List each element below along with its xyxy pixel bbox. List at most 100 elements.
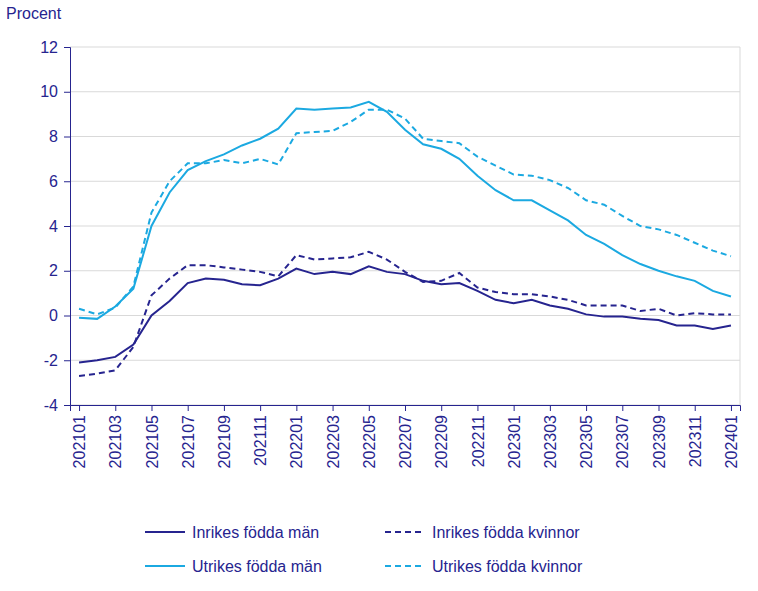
x-tick-mark: [405, 405, 406, 411]
y-tick-label: 12: [40, 39, 58, 56]
series-line: [79, 266, 731, 362]
x-tick-mark: [115, 405, 116, 411]
legend-swatch: [385, 531, 425, 533]
x-tick: 202307: [614, 405, 631, 468]
y-tick: 2: [49, 262, 70, 279]
y-tick: 8: [49, 128, 70, 145]
y-tick: -4: [44, 397, 70, 414]
x-tick: 202101: [71, 405, 88, 468]
x-tick: 202301: [506, 405, 523, 468]
x-tick-label: 202311: [687, 415, 704, 467]
x-tick-mark: [188, 405, 189, 411]
x-tick-label: 202305: [578, 415, 595, 468]
x-tick-label: 202201: [288, 415, 305, 468]
y-tick: 12: [40, 39, 70, 56]
legend-item: Utrikes födda kvinnor: [385, 558, 583, 575]
y-axis-title: Procent: [6, 5, 62, 22]
x-tick: 202105: [144, 405, 161, 468]
x-tick-label: 202101: [71, 415, 88, 468]
x-tick: 202309: [651, 405, 668, 468]
x-tick-mark: [260, 405, 261, 411]
y-tick-mark: [64, 47, 70, 48]
grid: [70, 47, 740, 405]
legend-label: Utrikes födda kvinnor: [432, 558, 583, 575]
y-tick-mark: [64, 360, 70, 361]
x-tick: 202205: [361, 405, 378, 468]
y-tick: 6: [49, 173, 70, 190]
x-tick: 202201: [288, 405, 305, 468]
x-tick-label: 202209: [433, 415, 450, 468]
y-tick-mark: [64, 271, 70, 272]
x-tick-mark: [659, 405, 660, 411]
x-tick-mark: [296, 405, 297, 411]
y-tick-label: -2: [44, 352, 58, 369]
y-axis-line: [64, 48, 71, 406]
y-tick-mark: [64, 226, 70, 227]
grid-line: [70, 91, 740, 92]
y-tick-mark: [64, 405, 70, 406]
x-tick-mark: [79, 405, 80, 411]
x-tick-label: 202105: [144, 415, 161, 468]
x-tick-label: 202207: [397, 415, 414, 468]
x-tick-mark: [586, 405, 587, 411]
grid-line: [70, 360, 740, 361]
x-tick-label: 202211: [470, 415, 487, 467]
x-tick-mark: [731, 405, 732, 411]
x-tick-label: 202107: [180, 415, 197, 468]
grid-line: [70, 136, 740, 137]
x-tick: 202211: [470, 405, 487, 467]
x-tick-mark: [441, 405, 442, 411]
legend-label: Inrikes födda män: [192, 524, 319, 541]
x-tick: 202305: [578, 405, 595, 468]
grid-line: [70, 315, 740, 316]
legend-item: Inrikes födda kvinnor: [385, 524, 580, 541]
x-tick-label: 202307: [614, 415, 631, 468]
y-tick-mark: [64, 316, 70, 317]
grid-line: [70, 47, 740, 48]
x-axis: 202101 202103 202105 202107 202109 202111 2022…: [71, 405, 741, 468]
x-tick-label: 202301: [506, 415, 523, 468]
x-tick-label: 202103: [107, 415, 124, 468]
x-tick-label: 202109: [216, 415, 233, 468]
series-line: [79, 102, 731, 319]
legend-swatch: [145, 531, 185, 533]
x-tick-label: 202205: [361, 415, 378, 468]
grid-line: [70, 181, 740, 182]
y-tick-label: -4: [44, 397, 58, 414]
lines: [79, 102, 731, 376]
y-tick-mark: [64, 181, 70, 182]
x-tick: 202303: [542, 405, 559, 468]
x-tick-mark: [514, 405, 515, 411]
y-tick: 10: [40, 83, 70, 100]
y-tick: -2: [44, 352, 70, 369]
x-tick-mark: [151, 405, 152, 411]
y-tick-mark: [64, 92, 70, 93]
x-tick: 202401: [723, 405, 740, 468]
x-tick-mark: [622, 405, 623, 411]
x-tick: 202103: [107, 405, 124, 468]
y-tick-label: 10: [40, 83, 58, 100]
y-axis: -4 -2 0 2 4 6 8 10 12: [40, 39, 70, 414]
legend-label: Utrikes födda män: [192, 558, 322, 575]
x-axis-line: [71, 406, 741, 412]
x-tick-mark: [224, 405, 225, 411]
series-line: [79, 252, 731, 376]
y-tick: 4: [49, 218, 70, 235]
y-tick: 0: [49, 307, 70, 324]
x-tick: 202203: [325, 405, 342, 468]
x-tick: 202209: [433, 405, 450, 468]
legend-swatch: [145, 565, 185, 567]
x-tick: 202111: [252, 405, 269, 466]
y-tick-label: 2: [49, 262, 58, 279]
x-tick-label: 202401: [723, 415, 740, 468]
chart: -4-2024681012202101202103202105202107202…: [0, 0, 758, 591]
legend-swatch: [385, 565, 425, 567]
x-tick: 202107: [180, 405, 197, 468]
x-tick-mark: [477, 405, 478, 411]
legend-item: Inrikes födda män: [145, 524, 319, 541]
y-tick-label: 0: [49, 307, 58, 324]
x-tick-mark: [369, 405, 370, 411]
x-tick-mark: [550, 405, 551, 411]
legend-item: Utrikes födda män: [145, 558, 322, 575]
x-tick-label: 202309: [651, 415, 668, 468]
